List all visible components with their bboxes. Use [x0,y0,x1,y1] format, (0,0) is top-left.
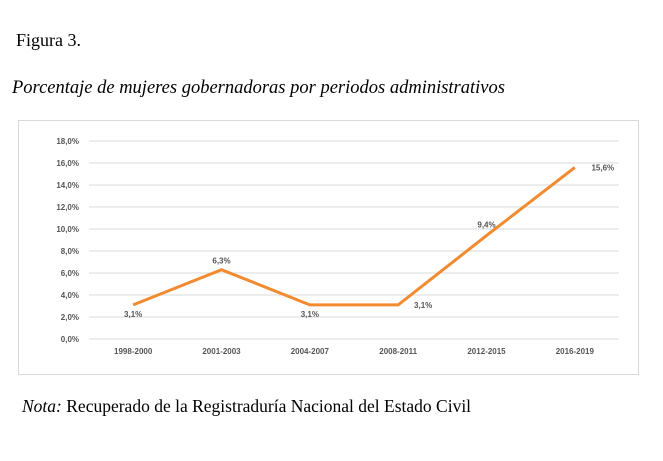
y-tick-label-4: 8,0% [61,247,79,256]
data-label-3: 3,1% [414,301,432,310]
y-tick-label-0: 0,0% [61,335,79,344]
x-tick-label-1: 2001-2003 [202,347,241,356]
figure-note: Nota: Recuperado de la Registraduría Nac… [22,396,471,417]
series-line [132,166,576,307]
data-label-4: 9,4% [477,221,495,230]
x-tick-label-3: 2008-2011 [379,347,417,356]
y-tick-label-9: 18,0% [56,137,79,146]
data-label-2: 3,1% [301,310,319,319]
note-label: Nota: [22,396,62,416]
y-tick-label-1: 2,0% [61,313,79,322]
y-tick-label-8: 16,0% [56,159,79,168]
x-tick-label-4: 2012-2015 [467,347,506,356]
chart-container: 0,0% 2,0% 4,0% 6,0% 8,0% 10,0% 12,0% 14,0% 16,0%… [18,120,639,375]
y-tick-label-5: 10,0% [56,225,79,234]
y-tick-label-7: 14,0% [56,181,79,190]
data-label-1: 6,3% [212,257,230,266]
figure-title: Porcentaje de mujeres gobernadoras por p… [12,78,505,98]
x-tick-label-0: 1998-2000 [114,347,153,356]
data-label-5: 15,6% [591,163,614,172]
y-tick-label-2: 4,0% [61,291,79,300]
y-tick-label-6: 12,0% [56,203,79,212]
data-label-0: 3,1% [124,310,142,319]
y-tick-label-3: 6,0% [61,269,79,278]
figure-label: Figura 3. [16,30,81,50]
x-tick-label-2: 2004-2007 [291,347,330,356]
x-tick-label-5: 2016-2019 [556,347,595,356]
note-text: Recuperado de la Registraduría Nacional … [61,396,472,416]
line-chart: 0,0% 2,0% 4,0% 6,0% 8,0% 10,0% 12,0% 14,0% 16,0%… [56,137,619,356]
